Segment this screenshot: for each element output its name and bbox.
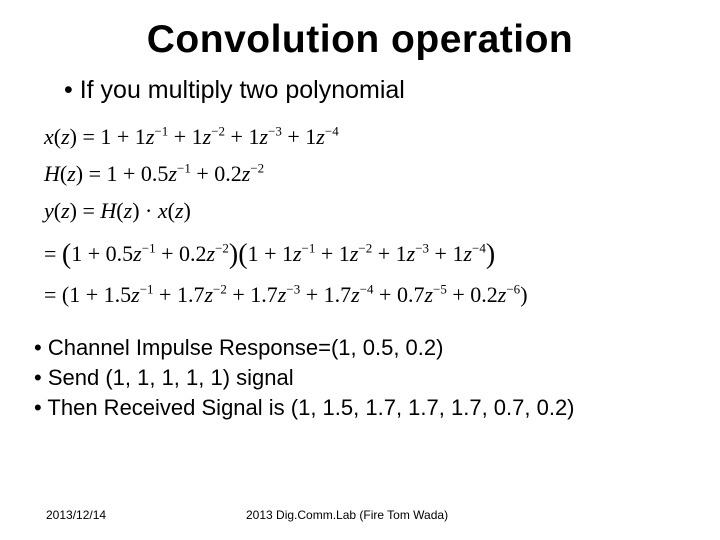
bullet-cir: Channel Impulse Response=(1, 0.5, 0.2) [34, 335, 690, 361]
math-line-eq2: = (1 + 0.5z−1 + 0.2z−2)(1 + 1z−1 + 1z−2 … [44, 231, 690, 276]
bullet-main: If you multiply two polynomial [64, 76, 690, 105]
math-line-hz: H(z) = 1 + 0.5z−1 + 0.2z−2 [44, 156, 690, 191]
math-block: x(z) = 1 + 1z−1 + 1z−2 + 1z−3 + 1z−4 H(z… [44, 119, 690, 313]
math-line-xz: x(z) = 1 + 1z−1 + 1z−2 + 1z−3 + 1z−4 [44, 119, 690, 154]
footer: 2013/12/14 2013 Dig.Comm.Lab (Fire Tom W… [46, 508, 690, 522]
slide: Convolution operation If you multiply tw… [0, 0, 720, 540]
slide-title: Convolution operation [30, 18, 690, 62]
footer-note: 2013 Dig.Comm.Lab (Fire Tom Wada) [246, 508, 448, 522]
math-line-eq3: = (1 + 1.5z−1 + 1.7z−2 + 1.7z−3 + 1.7z−4… [44, 277, 690, 312]
bullets-secondary: Channel Impulse Response=(1, 0.5, 0.2) S… [30, 335, 690, 421]
bullet-received: Then Received Signal is (1, 1.5, 1.7, 1.… [34, 395, 690, 421]
bullet-send: Send (1, 1, 1, 1, 1) signal [34, 365, 690, 391]
math-line-yz: y(z) = H(z) · x(z) [44, 193, 690, 228]
footer-date: 2013/12/14 [46, 508, 106, 522]
